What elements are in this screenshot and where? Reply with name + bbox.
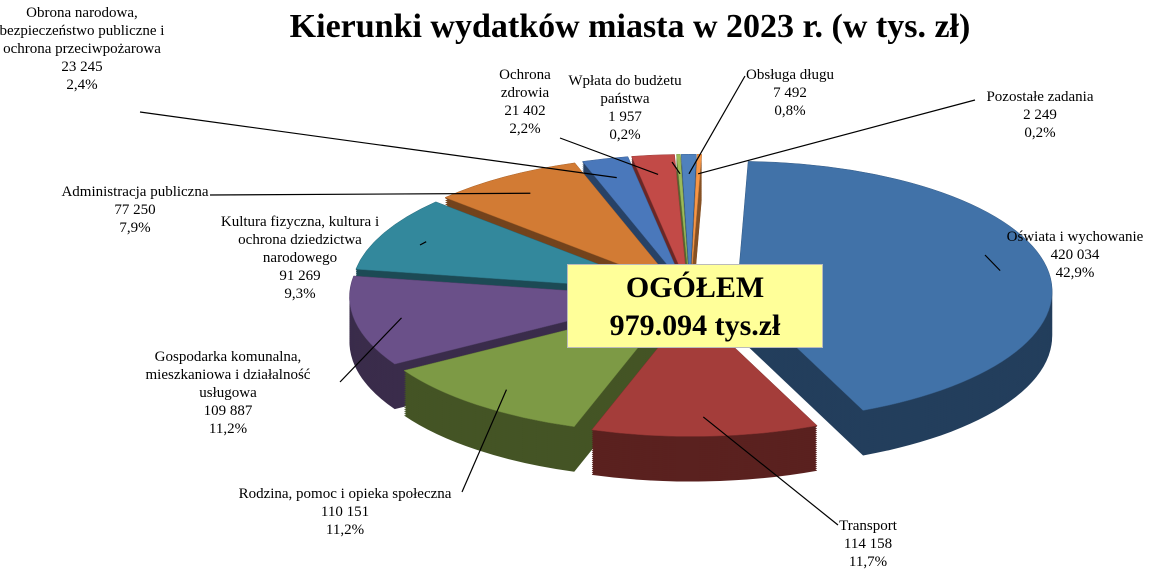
leader-line <box>697 99 976 175</box>
data-label: Gospodarka komunalna, mieszkaniowa i dzi… <box>118 348 338 438</box>
slice-value: 42,9% <box>1055 265 1095 281</box>
slice-side <box>690 161 702 292</box>
slice-value: 109 887 <box>203 403 253 419</box>
slice-value: 7 492 <box>773 85 807 101</box>
data-label: Kultura fizyczna, kultura i ochrona dzie… <box>205 213 395 303</box>
slice-name: Oświata i wychowanie <box>1006 229 1144 245</box>
leader-line <box>461 389 508 493</box>
leader-line <box>671 161 681 175</box>
leader-line <box>559 137 659 176</box>
slice-value: 110 151 <box>320 504 370 520</box>
slice-value: 2,2% <box>509 121 541 137</box>
leader-line <box>984 254 1001 272</box>
slice-value: 11,2% <box>325 522 365 538</box>
slice-name: Administracja publiczna <box>61 184 209 200</box>
leader-line <box>419 241 427 246</box>
slice-value: 420 034 <box>1050 247 1100 263</box>
slice-side <box>676 165 690 296</box>
leader-line <box>688 75 746 175</box>
slice <box>591 306 818 437</box>
slice-value: 0,8% <box>774 103 806 119</box>
data-label: Obrona narodowa, bezpieczeństwo publiczn… <box>0 4 167 94</box>
slice-value: 9,3% <box>284 286 316 302</box>
leader-line <box>209 192 531 196</box>
slice <box>676 154 690 285</box>
slice-name: Pozostałe zadania <box>986 89 1094 105</box>
slice-value: 11,7% <box>848 554 888 570</box>
data-label: Pozostałe zadania 2 249 0,2% <box>975 88 1105 142</box>
slice <box>680 154 697 285</box>
slice-side <box>676 163 690 294</box>
slice-side <box>676 161 690 292</box>
slice-side <box>676 157 690 288</box>
slice-name: Wpłata do budżetu państwa <box>568 73 682 107</box>
data-label: Obsługa długu 7 492 0,8% <box>725 66 855 120</box>
slice-name: Rodzina, pomoc i opieka społeczna <box>238 486 452 502</box>
slice-name: Obrona narodowa, bezpieczeństwo publiczn… <box>0 5 165 57</box>
slice-value: 7,9% <box>119 220 151 236</box>
total-box: OGÓŁEM 979.094 tys.zł <box>567 264 823 348</box>
slice-value: 0,2% <box>609 127 641 143</box>
slice <box>581 156 684 285</box>
data-label: Administracja publiczna 77 250 7,9% <box>60 183 210 237</box>
slice <box>631 154 688 285</box>
slice-side <box>690 163 702 294</box>
slice-value: 114 158 <box>843 536 893 552</box>
leader-line <box>139 111 617 179</box>
slice-name: Transport <box>839 518 897 534</box>
slice-value: 0,2% <box>1024 125 1056 141</box>
slice-name: Kultura fizyczna, kultura i ochrona dzie… <box>220 214 380 266</box>
slice-name: Ochrona zdrowia <box>499 67 551 101</box>
leader-line <box>702 416 839 526</box>
slice-value: 91 269 <box>279 268 321 284</box>
slice-value: 77 250 <box>114 202 156 218</box>
data-label: Transport 114 158 11,7% <box>808 517 928 571</box>
slice-side <box>690 165 702 296</box>
slice-name: Gospodarka komunalna, mieszkaniowa i dzi… <box>145 349 311 401</box>
slice-value: 2,4% <box>66 77 98 93</box>
total-title: OGÓŁEM <box>625 271 765 304</box>
slice <box>736 161 1053 411</box>
chart-title: Kierunki wydatków miasta w 2023 r. (w ty… <box>289 8 971 45</box>
slice-value: 23 245 <box>61 59 103 75</box>
data-label: Ochrona zdrowia 21 402 2,2% <box>485 66 565 138</box>
slice-value: 2 249 <box>1023 107 1057 123</box>
leader-line <box>339 317 402 383</box>
slice-side <box>690 159 702 290</box>
data-label: Oświata i wychowanie 420 034 42,9% <box>985 228 1163 282</box>
slice-side <box>676 159 690 290</box>
data-label: Rodzina, pomoc i opieka społeczna 110 151… <box>235 485 455 539</box>
data-label: Wpłata do budżetu państwa 1 957 0,2% <box>560 72 690 144</box>
slice-value: 1 957 <box>608 109 642 125</box>
slice-value: 11,2% <box>208 421 248 437</box>
slice-name: Obsługa długu <box>746 67 834 83</box>
slice-value: 21 402 <box>504 103 546 119</box>
total-value: 979.094 tys.zł <box>609 309 781 342</box>
